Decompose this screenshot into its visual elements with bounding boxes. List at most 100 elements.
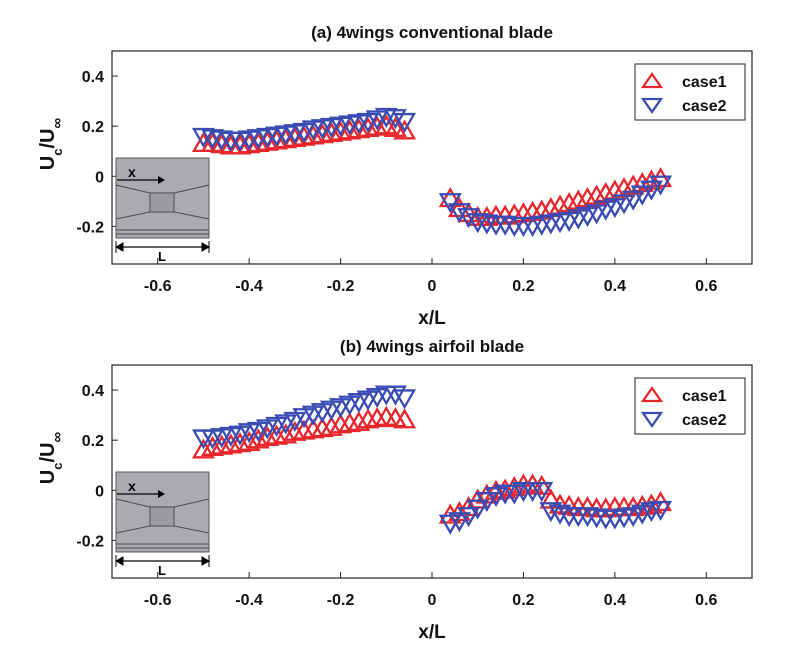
point-case1 (191, 438, 215, 459)
y-tick-label: -0.2 (76, 219, 104, 236)
x-axis-label: x/L (418, 308, 446, 329)
legend: case1 case2 (634, 377, 746, 435)
point-case2 (612, 194, 636, 215)
point-case1 (237, 430, 261, 451)
legend-label-case1: case1 (682, 74, 727, 91)
y-tick-label: 0 (95, 169, 104, 186)
point-case2 (639, 180, 663, 201)
inset-diagram: x L (114, 471, 211, 578)
point-case2 (447, 203, 471, 224)
inset-x-label: x (128, 164, 136, 180)
point-case1 (319, 415, 343, 436)
point-case1 (347, 410, 371, 431)
y-tick-label: 0.4 (82, 383, 104, 400)
x-tick-label: -0.2 (327, 278, 355, 295)
point-case2 (383, 385, 407, 406)
point-case2 (649, 175, 673, 196)
legend-marker-case1 (640, 385, 664, 403)
y-axis-label: Uc/U∞ (37, 118, 66, 171)
x-tick-label: -0.6 (144, 592, 172, 609)
point-case2 (283, 411, 307, 432)
inset-blade (149, 506, 175, 527)
inset-x-label: x (128, 478, 136, 494)
point-case2 (466, 499, 490, 520)
x-ticks: -0.6 -0.4 -0.2 0 0.2 0.4 0.6 (144, 258, 718, 295)
legend: case1 case2 (634, 63, 746, 121)
y-tick-label: 0 (95, 483, 104, 500)
chart-a: (a) 4wings conventional blade Uc/U∞ -0.2… (37, 23, 753, 329)
chart-title: (b) 4wings airfoil blade (340, 337, 524, 356)
y-tick-label: 0.4 (82, 69, 104, 86)
data-marks (191, 385, 673, 535)
x-tick-label: 0.6 (695, 278, 717, 295)
point-case1 (447, 197, 471, 218)
x-tick-label: 0 (428, 278, 437, 295)
x-tick-label: -0.6 (144, 278, 172, 295)
y-ticks: -0.2 0 0.2 0.4 (76, 69, 118, 236)
ylabel-sub2: ∞ (49, 118, 66, 129)
point-case2 (393, 112, 417, 133)
y-tick-label: 0.2 (82, 119, 104, 136)
point-case2 (438, 193, 462, 214)
ylabel-slash: /U (37, 443, 59, 463)
inset-blade (149, 192, 175, 213)
point-case2 (457, 507, 481, 528)
legend-marker-case2 (640, 97, 664, 115)
inset-x-arrowhead (158, 176, 165, 184)
point-case2 (548, 504, 572, 525)
point-case2 (585, 204, 609, 225)
y-axis-label: Uc/U∞ (37, 432, 66, 485)
y-tick-label: 0.2 (82, 433, 104, 450)
x-tick-label: -0.4 (235, 278, 263, 295)
x-tick-label: 0.2 (512, 278, 534, 295)
point-case2 (649, 500, 673, 521)
point-case1 (393, 119, 417, 140)
point-case2 (621, 190, 645, 211)
point-case1 (447, 501, 471, 522)
inset-l-label: L (158, 563, 166, 578)
point-case2 (475, 492, 499, 513)
svg-text:Uc/U∞: Uc/U∞ (37, 432, 66, 485)
inset-diagram: x L (114, 157, 211, 264)
data-marks (191, 107, 673, 237)
ylabel-main: U (37, 470, 59, 484)
point-case2 (393, 389, 417, 410)
legend-label-case2: case2 (682, 412, 727, 429)
point-case2 (530, 482, 554, 503)
legend-marker-case2 (640, 411, 664, 429)
x-tick-label: 0 (428, 592, 437, 609)
y-ticks: -0.2 0 0.2 0.4 (76, 383, 118, 550)
ylabel-sub1: c (50, 149, 65, 156)
point-case2 (539, 502, 563, 523)
ylabel-sub1: c (50, 463, 65, 470)
ylabel-main: U (37, 156, 59, 170)
legend-label-case2: case2 (682, 98, 727, 115)
ylabel-sub2: ∞ (49, 432, 66, 443)
point-case1 (621, 174, 645, 195)
point-case2 (630, 185, 654, 206)
x-tick-label: -0.4 (235, 592, 263, 609)
x-tick-label: 0.4 (604, 592, 626, 609)
x-tick-label: -0.2 (327, 592, 355, 609)
chart-b: (b) 4wings airfoil blade Uc/U∞ -0.2 0 0.2 0… (37, 337, 753, 643)
ylabel-slash: /U (37, 129, 59, 149)
chart-title: (a) 4wings conventional blade (311, 23, 553, 42)
point-case1 (393, 408, 417, 429)
x-tick-label: 0.4 (604, 278, 626, 295)
point-case1 (530, 474, 554, 495)
point-case2 (457, 208, 481, 229)
inset-l-label: L (158, 249, 166, 264)
point-case2 (383, 109, 407, 130)
inset-x-arrowhead (158, 490, 165, 498)
inset-l-arrowheads (114, 241, 211, 253)
point-case1 (246, 428, 270, 449)
legend-marker-case1 (640, 71, 664, 89)
x-tick-label: 0.6 (695, 592, 717, 609)
svg-text:Uc/U∞: Uc/U∞ (37, 118, 66, 171)
point-case2 (447, 512, 471, 533)
point-case1 (274, 423, 298, 444)
inset-l-arrowheads (114, 555, 211, 567)
x-tick-label: 0.2 (512, 592, 534, 609)
point-case2 (603, 198, 627, 219)
